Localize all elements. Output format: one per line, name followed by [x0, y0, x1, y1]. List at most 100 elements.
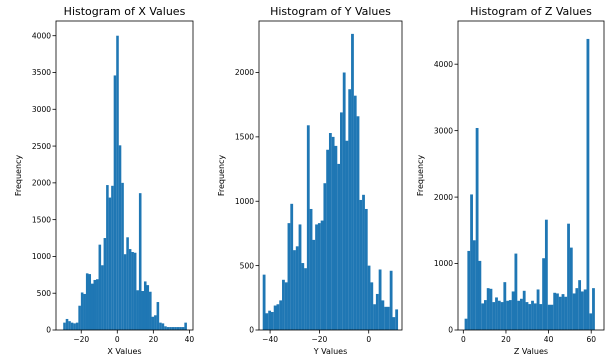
x-tick-label: 20	[149, 335, 159, 344]
y-tick-label: 2500	[32, 142, 51, 151]
histogram-bar	[161, 323, 165, 330]
histogram-bar	[503, 282, 507, 330]
histogram-bar	[317, 223, 321, 330]
histogram-bar	[381, 300, 385, 330]
histogram-bar	[486, 288, 490, 330]
histogram-bar	[478, 260, 482, 330]
histogram-bar	[470, 194, 473, 330]
histogram-bar	[373, 304, 376, 330]
histogram-bar	[85, 273, 89, 330]
histogram-bar	[126, 237, 129, 330]
histogram-bar	[589, 313, 593, 330]
histogram-bar	[138, 193, 142, 330]
y-tick-label: 0	[249, 326, 254, 335]
chart-3: 0 20 40 60 0 1000 2000 3000 4000 Histogram of Z V…	[416, 5, 605, 356]
y-tick-label: 0	[448, 326, 453, 335]
x-tick-label: 40	[544, 335, 554, 344]
histogram-bar	[284, 282, 288, 330]
x-tick-label: −40	[262, 335, 278, 344]
histogram-bar	[151, 316, 155, 330]
histogram-bar	[111, 185, 114, 330]
histogram-bar	[181, 327, 185, 330]
histogram-bar	[287, 223, 291, 330]
histogram-bar	[553, 292, 557, 330]
x-tick-label: 0	[461, 335, 466, 344]
histogram-bar	[340, 112, 343, 330]
histogram-bar	[149, 291, 152, 330]
chart-2: −40 −20 0 0 500 1000 1500 2000 Histogram of Y Va…	[217, 5, 403, 356]
histogram-bar	[174, 327, 177, 330]
y-tick-label: 1000	[235, 197, 254, 206]
histogram-bar	[384, 306, 388, 330]
y-axis-label: Frequency	[416, 155, 425, 197]
histogram-bar	[68, 321, 71, 330]
chart-title: Histogram of Z Values	[470, 5, 592, 18]
histogram-bar	[293, 250, 296, 330]
histogram-bar	[121, 182, 124, 330]
histogram-bar	[295, 246, 299, 330]
histogram-bar	[106, 185, 109, 330]
histogram-bar	[301, 263, 305, 330]
histogram-bar	[268, 310, 272, 330]
histogram-bar	[580, 291, 584, 330]
histogram-bar	[143, 281, 147, 330]
histogram-bar	[578, 280, 582, 330]
histogram-bar	[334, 145, 338, 330]
y-tick-label: 3500	[32, 68, 51, 77]
histogram-bar	[542, 258, 546, 330]
histogram-bar	[133, 252, 137, 330]
histogram-bar	[93, 279, 97, 330]
chart-title: Histogram of X Values	[64, 5, 186, 18]
histogram-bar	[315, 224, 318, 330]
histogram-bar	[567, 223, 570, 330]
y-tick-label: 2000	[32, 179, 51, 188]
axes-frame	[55, 20, 194, 331]
x-tick-label: −20	[311, 335, 327, 344]
histogram-bar	[362, 194, 365, 330]
histogram-bar	[326, 149, 330, 330]
histogram-bar	[78, 305, 81, 330]
histogram-bar	[464, 318, 468, 330]
histogram-bar	[528, 304, 532, 330]
histogram-bar	[495, 297, 498, 330]
histogram-bar	[171, 327, 175, 330]
histogram-bar	[136, 290, 139, 330]
y-tick-label: 500	[37, 289, 52, 298]
histogram-bar	[131, 252, 134, 330]
histogram-bar	[159, 322, 162, 330]
histogram-bar	[500, 302, 504, 330]
histogram-bar	[489, 288, 493, 330]
histogram-bar	[386, 306, 390, 330]
bars	[63, 35, 187, 331]
histogram-bar	[539, 304, 543, 330]
y-tick-label: 2000	[235, 68, 254, 77]
histogram-bar	[309, 208, 313, 330]
histogram-bar	[169, 327, 172, 330]
histogram-bar	[304, 268, 307, 330]
histogram-bar	[467, 250, 471, 330]
histogram-bar	[481, 303, 485, 330]
histogram-bar	[118, 145, 122, 330]
histogram-bar	[475, 127, 479, 331]
histogram-bar	[544, 219, 548, 330]
x-axis-label: X Values	[107, 347, 141, 356]
histogram-bar	[164, 326, 167, 330]
histogram-bar	[592, 288, 595, 330]
y-axis-label: Frequency	[14, 155, 23, 197]
histogram-bar	[113, 75, 117, 330]
y-tick-label: 1000	[32, 252, 51, 261]
chart-1: −20 0 20 40 0 500 1000 1500 2000 2500 3000 3500 4000…	[14, 5, 194, 356]
x-tick-label: −20	[73, 335, 89, 344]
histogram-bar	[282, 279, 285, 330]
histogram-bar	[492, 302, 496, 330]
histogram-bar	[116, 35, 119, 331]
histogram-bar	[472, 240, 476, 330]
histogram-bar	[547, 304, 551, 330]
histogram-bar	[83, 293, 86, 330]
histogram-bar	[290, 203, 294, 330]
histogram-bar	[96, 279, 99, 330]
histogram-bar	[156, 302, 160, 330]
histogram-bar	[128, 249, 132, 330]
x-axis-label: Y Values	[313, 347, 348, 356]
